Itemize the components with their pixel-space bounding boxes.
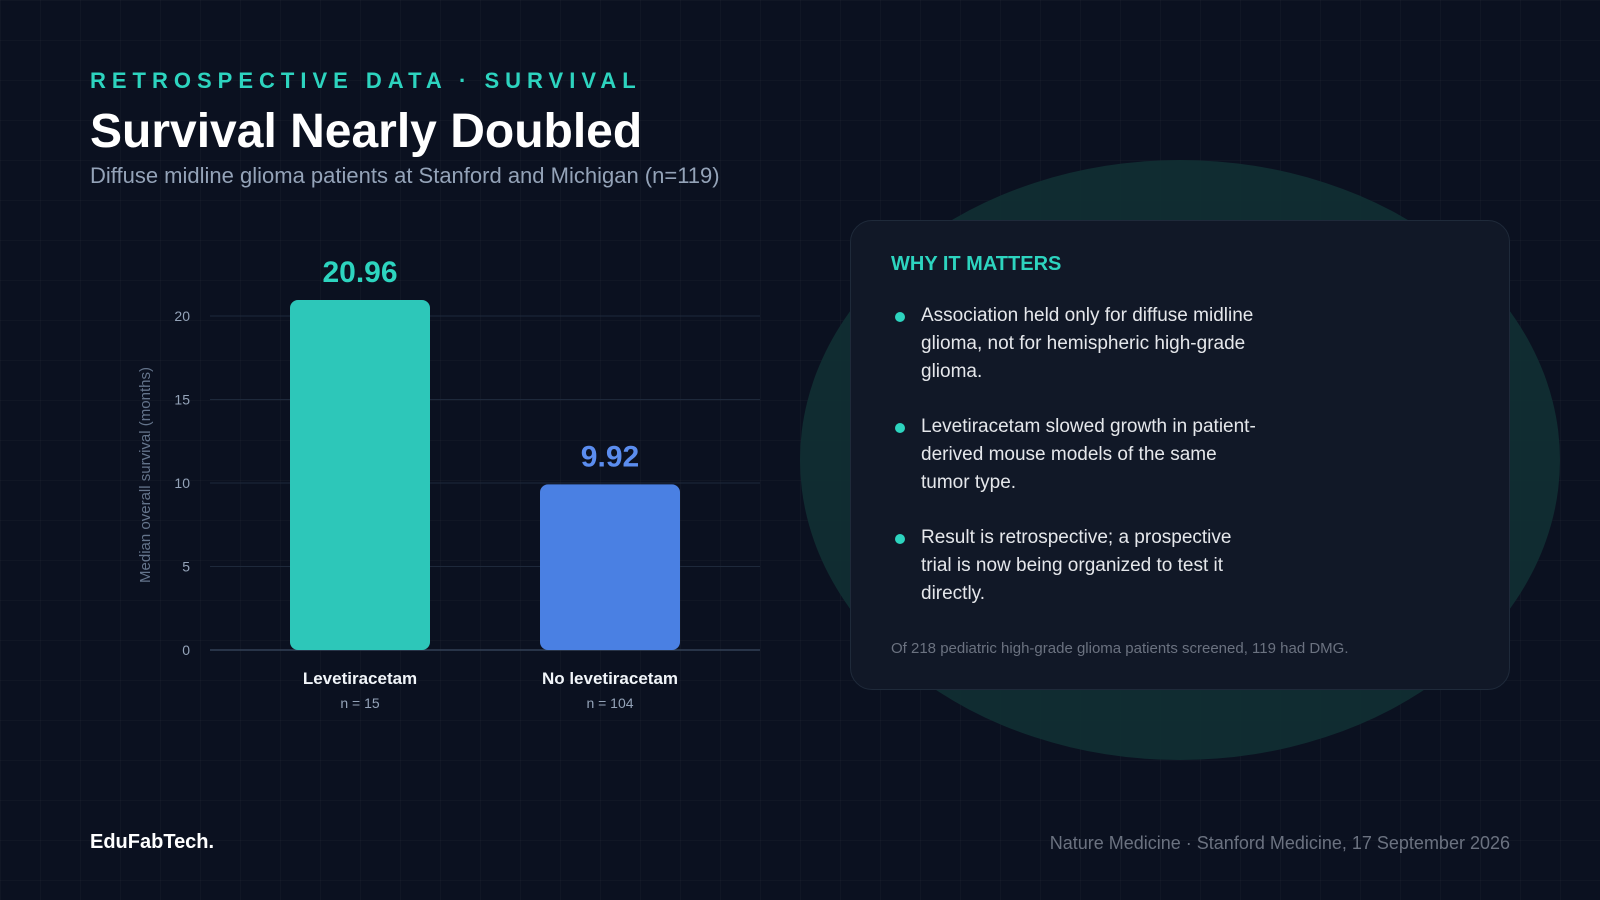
bullet-dot-icon [895,534,905,544]
bullet-item: Association held only for diffuse midlin… [891,302,1261,386]
bar-value-label: 9.92 [581,440,639,473]
category-sample-size: n = 15 [340,695,380,711]
card-title: WHY IT MATTERS [891,253,1062,275]
category-sample-size: n = 104 [586,695,633,711]
bar-value-label: 20.96 [322,256,397,289]
bullet-item: Levetiracetam slowed growth in patient-d… [891,413,1261,497]
bullet-text: Association held only for diffuse midlin… [921,305,1254,382]
bar [540,484,680,650]
y-tick-label: 20 [174,308,190,324]
bullet-text: Result is retrospective; a prospective t… [921,527,1232,604]
bar [290,300,430,650]
y-tick-label: 0 [182,642,190,658]
page-title: Survival Nearly Doubled [90,105,643,158]
y-axis-label: Median overall survival (months) [137,367,154,583]
bullet-list: Association held only for diffuse midlin… [891,302,1469,608]
bullet-dot-icon [895,312,905,322]
y-tick-label: 5 [182,559,190,575]
brand-logo: EduFabTech. [90,831,215,853]
y-tick-label: 10 [174,475,190,491]
card-footnote: Of 218 pediatric high-grade glioma patie… [891,640,1349,657]
eyebrow-label: RETROSPECTIVE DATA · SURVIVAL [90,68,642,93]
source-citation: Nature Medicine · Stanford Medicine, 17 … [1049,833,1510,853]
bullet-text: Levetiracetam slowed growth in patient-d… [921,416,1256,493]
why-it-matters-card: WHY IT MATTERS Association held only for… [850,220,1510,690]
y-tick-label: 15 [174,392,190,408]
category-label: Levetiracetam [303,669,417,688]
page-subtitle: Diffuse midline glioma patients at Stanf… [90,163,720,188]
category-label: No levetiracetam [542,669,678,688]
bullet-item: Result is retrospective; a prospective t… [891,524,1261,608]
bullet-dot-icon [895,423,905,433]
survival-bar-chart: 0 5 10 15 20 Median overall survival (months)… [137,256,760,711]
